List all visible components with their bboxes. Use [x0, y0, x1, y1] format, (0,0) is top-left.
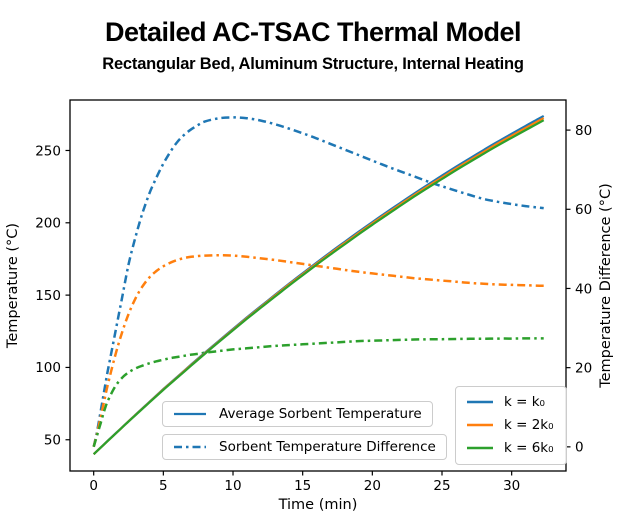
legend-k-item: k = 2k₀ [466, 417, 554, 433]
curve-diff_6k0 [92, 337, 544, 448]
x-axis-label: Time (min) [278, 497, 358, 513]
chart-subtitle: Rectangular Bed, Aluminum Structure, Int… [102, 55, 524, 73]
legend-k-item: k = k₀ [466, 394, 545, 410]
legend-k0-label: k = k₀ [504, 394, 545, 410]
solid-line-swatch [174, 412, 206, 416]
y-tick-label-left: 250 [35, 143, 61, 159]
legend-k-values: k = k₀ k = 2k₀ k = 6k₀ [455, 386, 567, 465]
y-axis-label-left: Temperature (°C) [5, 223, 21, 349]
x-tick-label: 20 [364, 478, 381, 494]
legend-average-temperature-label: Average Sorbent Temperature [219, 406, 422, 422]
6k0-line-swatch [467, 446, 493, 450]
y-tick-label-left: 50 [44, 433, 61, 449]
chart-title: Detailed AC-TSAC Thermal Model [104, 17, 522, 47]
legend-k-item: k = 6k₀ [466, 440, 554, 456]
legend-temperature-difference: Sorbent Temperature Difference [162, 434, 447, 460]
y-tick-label-left: 150 [35, 288, 61, 304]
k0-line-swatch [467, 400, 493, 404]
curve-temp_6k0 [92, 119, 545, 455]
x-tick-label: 15 [294, 478, 311, 494]
y-axis-label-right: Temperature Difference (°C) [598, 183, 614, 389]
y-tick-label-left: 200 [35, 216, 61, 232]
plot-border [69, 99, 567, 472]
2k0-line-swatch [467, 423, 493, 427]
dashdot-line-swatch [174, 445, 206, 449]
x-tick-label: 10 [224, 478, 241, 494]
curve-diff_2k0 [92, 253, 544, 448]
y-tick-label-left: 100 [35, 360, 61, 376]
y-tick-label-right: 40 [575, 281, 592, 297]
curve-diff_k0 [92, 116, 544, 448]
legend-temperature-difference-label: Sorbent Temperature Difference [219, 439, 436, 455]
x-tick-label: 30 [503, 478, 520, 494]
x-tick-label: 5 [159, 478, 168, 494]
x-tick-label: 25 [433, 478, 450, 494]
x-tick-label: 0 [89, 478, 98, 494]
legend-average-temperature: Average Sorbent Temperature [162, 401, 433, 427]
y-tick-label-right: 0 [575, 440, 584, 456]
legend-6k0-label: k = 6k₀ [504, 440, 554, 456]
y-tick-label-right: 60 [575, 202, 592, 218]
y-tick-label-right: 80 [575, 123, 592, 139]
y-tick-label-right: 20 [575, 360, 592, 376]
legend-2k0-label: k = 2k₀ [504, 417, 554, 433]
